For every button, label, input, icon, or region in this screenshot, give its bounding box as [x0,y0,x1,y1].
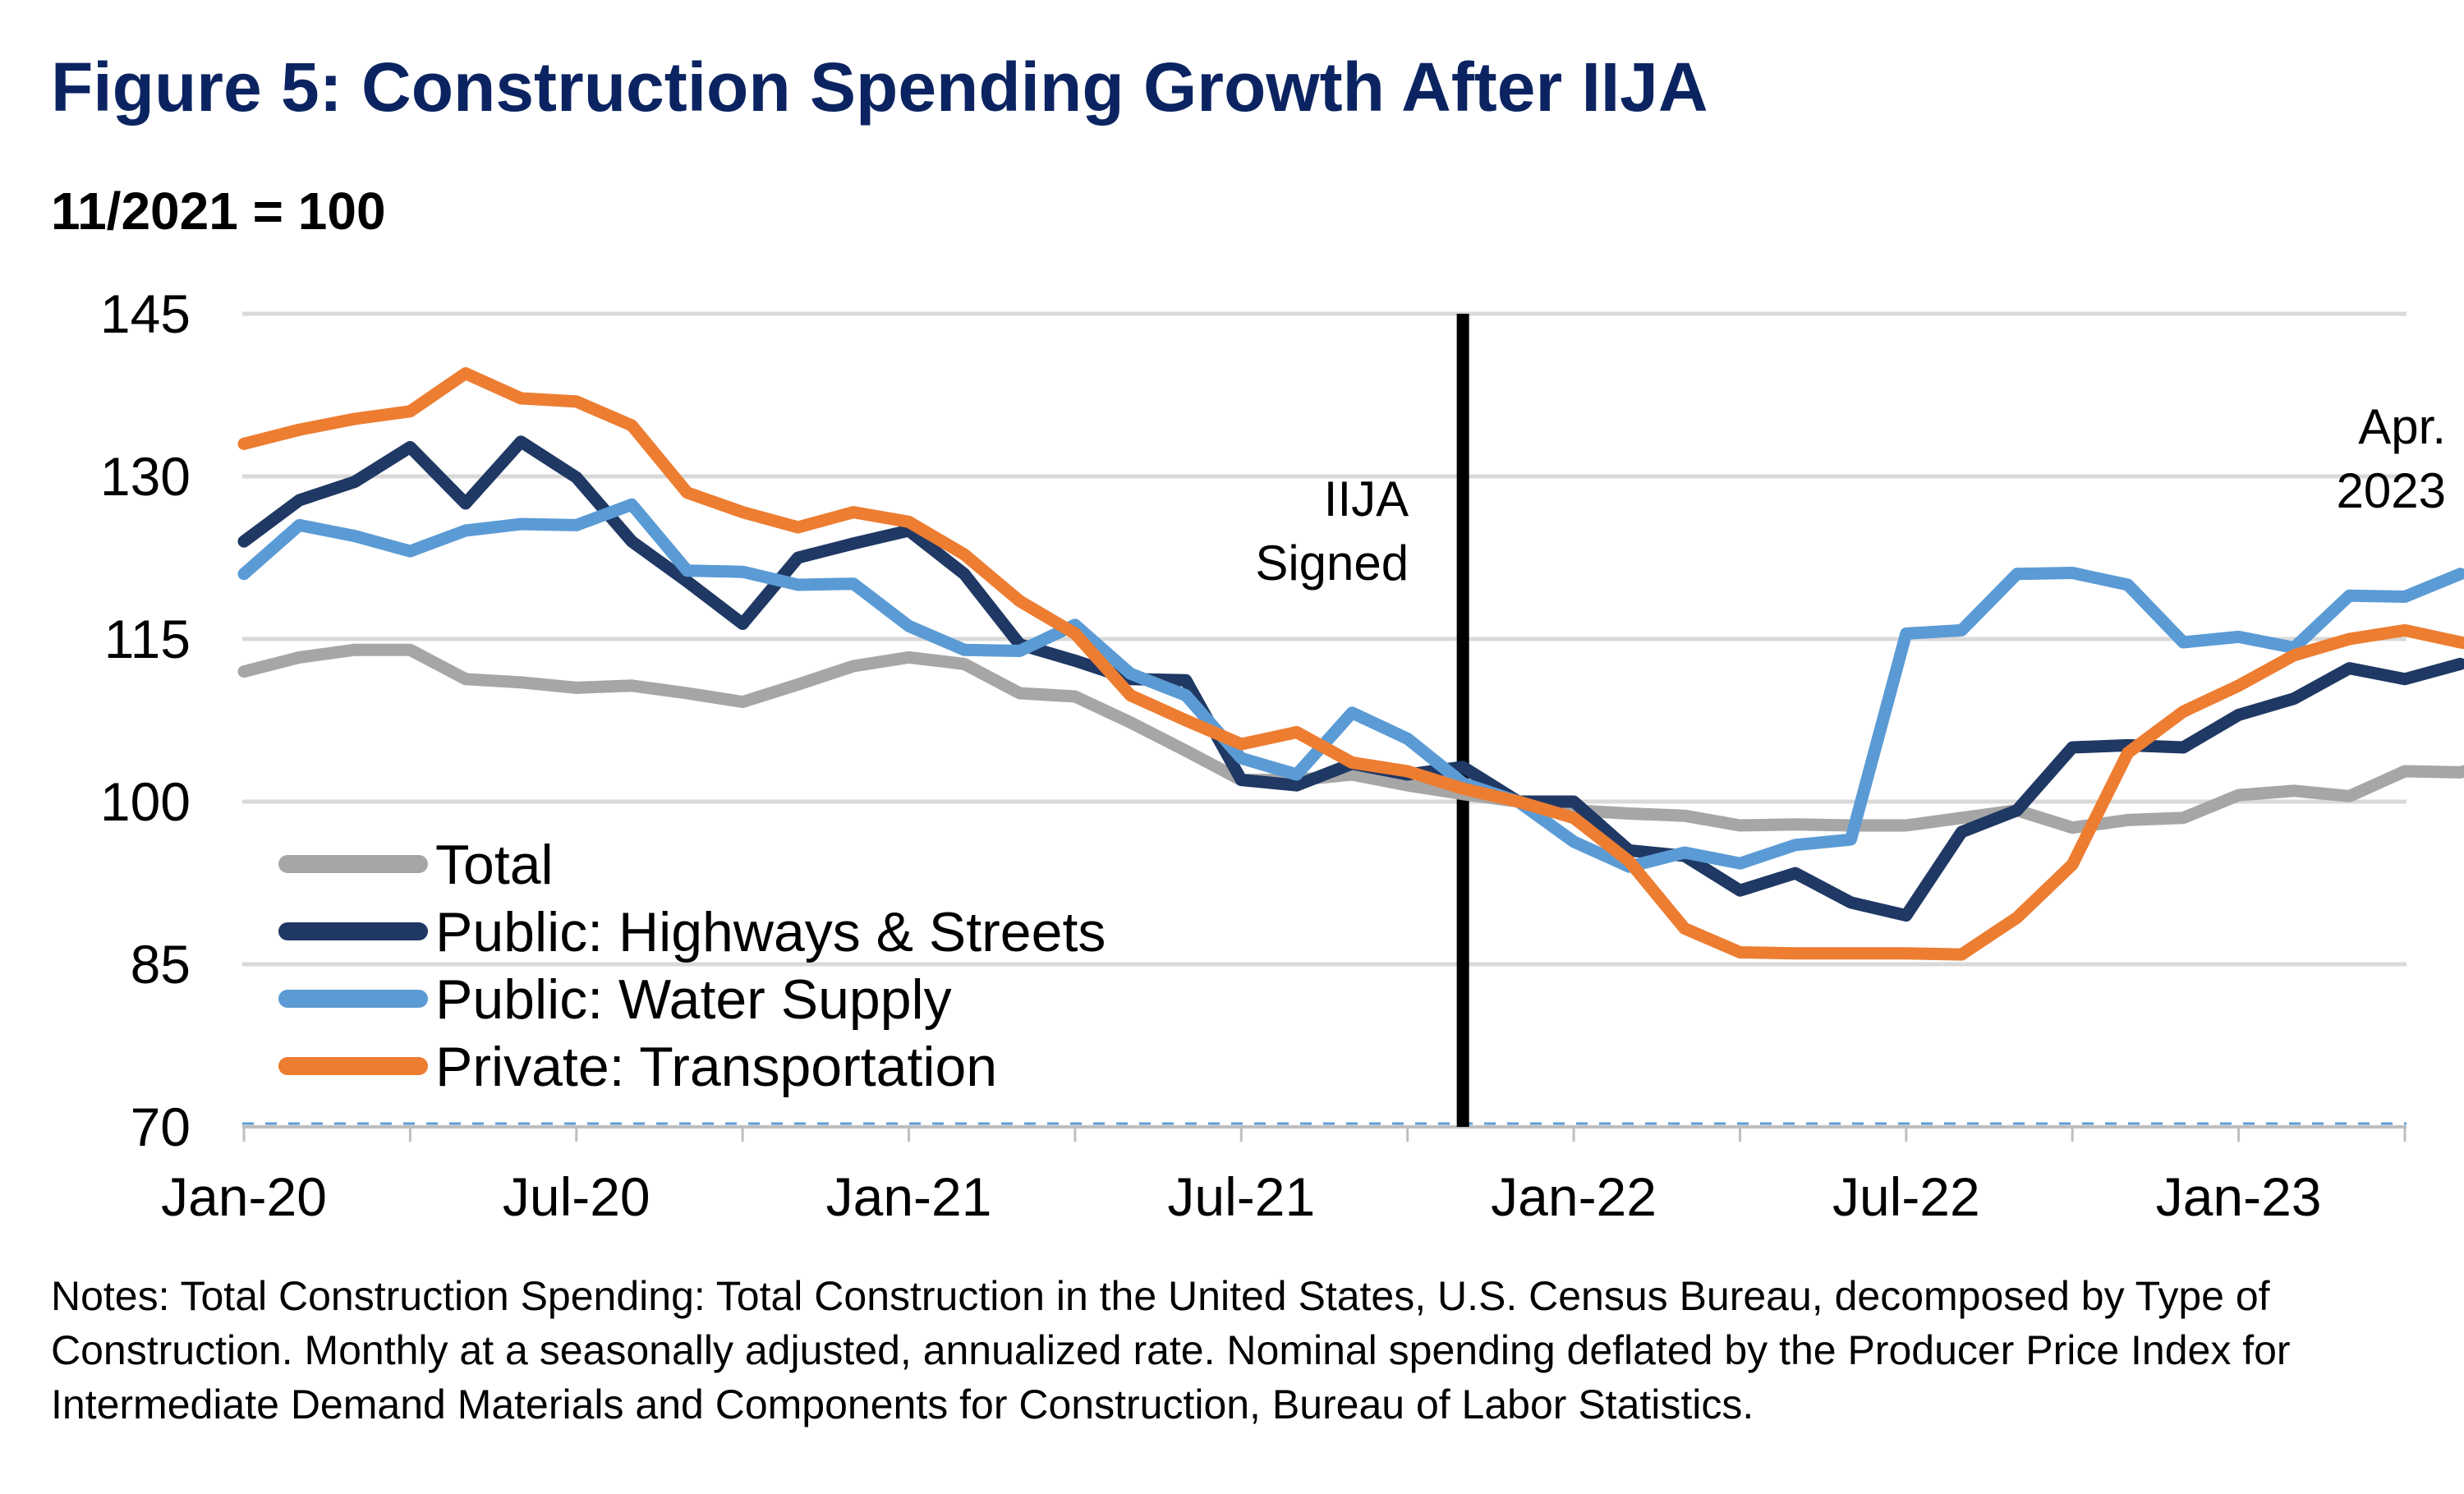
x-tick-label: Jul-22 [1832,1166,1980,1227]
legend-label: Private: Transportation [435,1036,997,1098]
x-tick-label: Jan-23 [2156,1166,2322,1227]
chart-plot: 70 85 100 115 130 145 Jan-20 Jul-20 Jan-21 Jul-2… [100,283,2464,1227]
chart-subtitle: 11/2021 = 100 [51,182,386,241]
x-axis: Jan-20 Jul-20 Jan-21 Jul-21 Jan-22 Jul-22 Jan-… [161,1125,2407,1227]
series-lines [237,367,2464,961]
x-tick-label: Jan-20 [161,1166,327,1227]
iija-label-line: IIJA [1324,471,1409,526]
legend-label: Public: Highways & Streets [435,901,1106,963]
x-tick-label: Jan-22 [1491,1166,1657,1227]
annotations: IIJA Signed Apr. 2023 [1255,399,2446,591]
y-tick-label: 100 [100,771,191,832]
end-date-label-line: Apr. [2358,399,2446,454]
y-tick-label: 70 [131,1096,191,1157]
x-tick-label: Jul-21 [1167,1166,1315,1227]
x-tick-label: Jan-21 [826,1166,992,1227]
chart-notes: Notes: Total Construction Spending: Tota… [51,1273,2291,1427]
y-axis-tick-labels: 70 85 100 115 130 145 [100,283,191,1157]
series-line-public-water-supply [237,498,2464,873]
legend-label: Public: Water Supply [435,968,952,1031]
y-tick-label: 115 [104,609,191,669]
y-tick-label: 145 [100,283,191,344]
legend-label: Total [435,834,554,896]
x-tick-label: Jul-20 [503,1166,650,1227]
iija-label-line: Signed [1255,536,1409,591]
gridlines [242,311,2407,1125]
series-line-total [237,643,2464,834]
end-date-label-line: 2023 [2337,463,2446,518]
chart-title: Figure 5: Construction Spending Growth A… [51,48,1708,126]
y-tick-label: 85 [131,934,191,995]
series-line-private-transportation [237,367,2464,961]
y-tick-label: 130 [100,446,191,507]
